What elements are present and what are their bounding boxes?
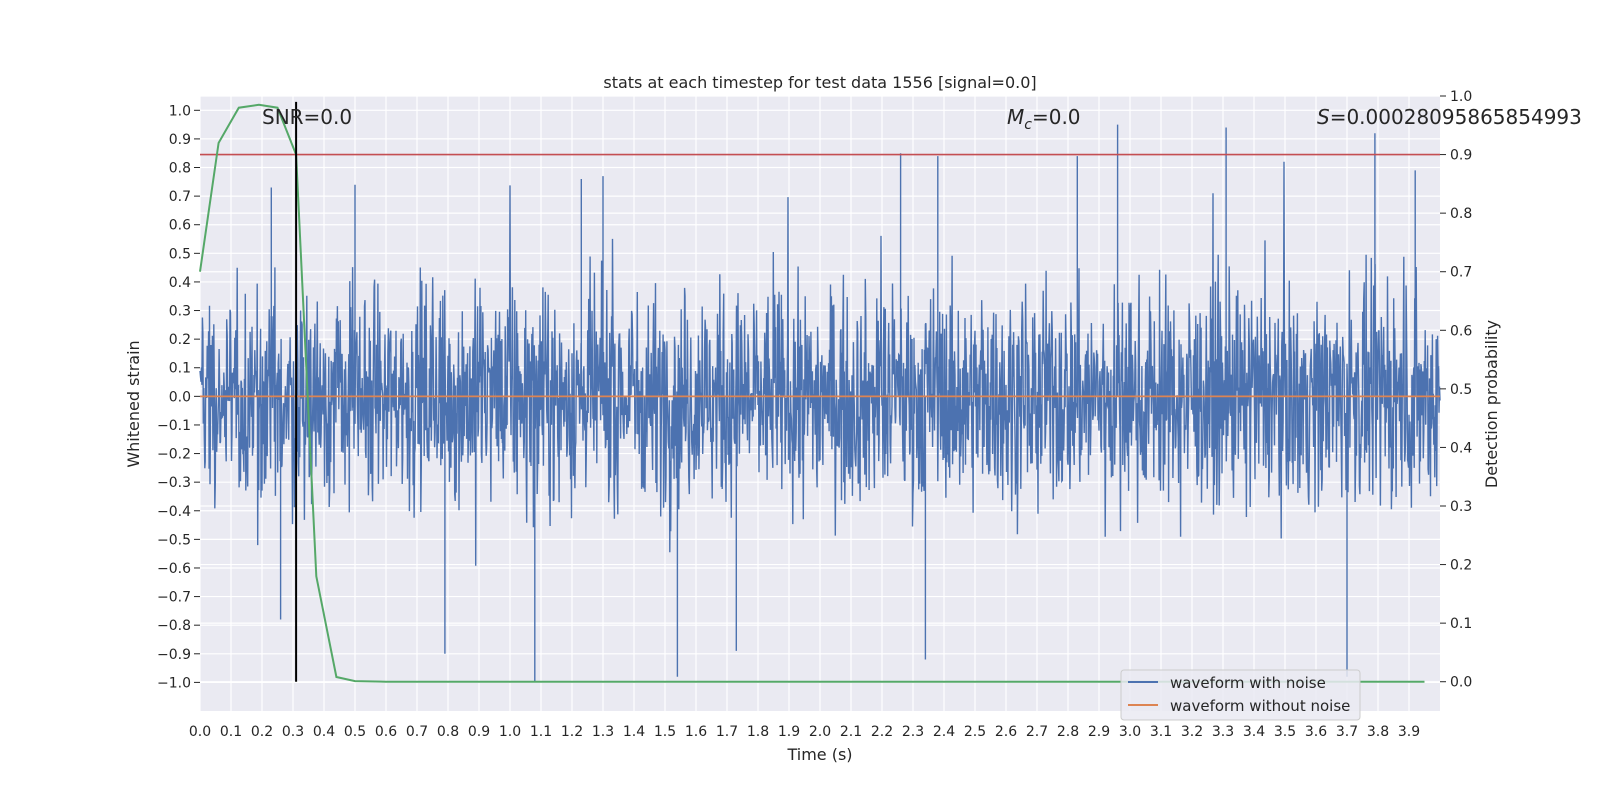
x-tick-label: 3.6 [1305, 724, 1327, 740]
x-tick-label: 0.9 [468, 724, 490, 740]
y-tick-label: 0.6 [169, 218, 191, 234]
y2-tick-label: 0.5 [1450, 382, 1472, 398]
y-tick-label: 0.5 [169, 246, 191, 262]
x-tick-label: 2.8 [1057, 724, 1079, 740]
x-tick-label: 2.6 [995, 724, 1017, 740]
x-tick-label: 1.5 [654, 724, 676, 740]
x-tick-label: 1.2 [561, 724, 583, 740]
legend-label-clean: waveform without noise [1170, 697, 1350, 715]
x-tick-label: 2.2 [871, 724, 893, 740]
s-symbol: S [1317, 105, 1330, 129]
y2-tick-label: 0.4 [1450, 440, 1472, 456]
x-tick-label: 0.2 [251, 724, 273, 740]
y-tick-label: −0.2 [157, 447, 191, 463]
y-tick-label: −0.5 [157, 532, 191, 548]
noise-waveform [199, 124, 1441, 683]
x-tick-label: 1.0 [499, 724, 521, 740]
y-tick-label: −0.3 [157, 475, 191, 491]
legend: waveform with noise waveform without noi… [1120, 669, 1361, 721]
x-tick-label: 0.4 [313, 724, 335, 740]
y-tick-label: −0.6 [157, 561, 191, 577]
y-tick-label: 0.4 [169, 275, 191, 291]
y2-tick-label: 1.0 [1450, 89, 1472, 105]
snr-annotation: SNR=0.0 [262, 105, 352, 129]
s-value: =0.00028095865854993 [1330, 105, 1582, 129]
y-tick-label: −1.0 [157, 675, 191, 691]
y2-tick-label: 0.7 [1450, 265, 1472, 281]
s-annotation: S=0.00028095865854993 [1317, 105, 1582, 129]
y2-tick-label: 0.3 [1450, 499, 1472, 515]
y-tick-label: −0.1 [157, 418, 191, 434]
x-tick-label: 1.3 [592, 724, 614, 740]
x-tick-label: 2.9 [1088, 724, 1110, 740]
x-tick-label: 1.9 [778, 724, 800, 740]
x-tick-label: 1.6 [685, 724, 707, 740]
y2-tick-label: 0.9 [1450, 148, 1472, 164]
y-tick-label: −0.4 [157, 504, 191, 520]
series-line-waveform-with-noise [199, 124, 1441, 683]
x-tick-label: 0.3 [282, 724, 304, 740]
y2-tick-label: 0.1 [1450, 616, 1472, 632]
x-axis-label: Time (s) [786, 745, 852, 764]
x-tick-label: 2.0 [809, 724, 831, 740]
y2-axis-label: Detection probability [1482, 320, 1501, 488]
y-tick-label: 1.0 [169, 103, 191, 119]
x-tick-label: 3.0 [1119, 724, 1141, 740]
ticks: 0.0 0.1 0.2 0.3 0.4 0.5 0.6 0.7 0.8 0.9 1.0 1.1 1.2 1… [157, 89, 1472, 740]
y-tick-label: 0.8 [169, 161, 191, 177]
legend-box [1120, 669, 1361, 721]
x-tick-label: 3.4 [1243, 724, 1265, 740]
x-tick-label: 3.7 [1336, 724, 1358, 740]
x-tick-label: 1.8 [747, 724, 769, 740]
series-line-detection-probability [199, 103, 1425, 683]
y-axis-label: Whitened strain [124, 340, 143, 467]
x-tick-label: 3.3 [1212, 724, 1234, 740]
x-tick-label: 0.7 [406, 724, 428, 740]
y-tick-label: 0.3 [169, 304, 191, 320]
x-tick-label: 1.1 [530, 724, 552, 740]
x-tick-label: 0.1 [220, 724, 242, 740]
y2-tick-label: 0.6 [1450, 323, 1472, 339]
x-tick-label: 0.0 [189, 724, 211, 740]
x-tick-label: 2.4 [933, 724, 955, 740]
y2-tick-label: 0.2 [1450, 558, 1472, 574]
mc-annotation: Mc=0.0 [1007, 105, 1081, 133]
x-tick-label: 0.8 [437, 724, 459, 740]
x-tick-label: 3.8 [1367, 724, 1389, 740]
y-tick-label: 0.1 [169, 361, 191, 377]
x-tick-label: 2.7 [1026, 724, 1048, 740]
x-tick-label: 0.6 [375, 724, 397, 740]
y-tick-label: 0.0 [169, 389, 191, 405]
x-tick-label: 3.1 [1150, 724, 1172, 740]
x-tick-label: 1.4 [623, 724, 645, 740]
x-tick-label: 0.5 [344, 724, 366, 740]
y2-tick-label: 0.0 [1450, 675, 1472, 691]
y-tick-label: −0.7 [157, 590, 191, 606]
x-tick-label: 3.2 [1181, 724, 1203, 740]
y-tick-label: −0.9 [157, 647, 191, 663]
y-tick-label: 0.2 [169, 332, 191, 348]
chart-title: stats at each timestep for test data 155… [603, 73, 1036, 92]
x-tick-label: 2.5 [964, 724, 986, 740]
x-tick-label: 2.1 [840, 724, 862, 740]
x-tick-label: 3.9 [1398, 724, 1420, 740]
legend-label-noise: waveform with noise [1170, 674, 1326, 692]
x-tick-label: 3.5 [1274, 724, 1296, 740]
x-tick-label: 1.7 [716, 724, 738, 740]
mc-value: =0.0 [1032, 105, 1081, 129]
y-tick-label: 0.9 [169, 132, 191, 148]
y-tick-label: 0.7 [169, 189, 191, 205]
x-tick-label: 2.3 [902, 724, 924, 740]
mc-subscript: c [1024, 117, 1032, 133]
y-tick-label: −0.8 [157, 618, 191, 634]
mc-symbol: M [1007, 105, 1024, 129]
y2-tick-label: 0.8 [1450, 206, 1472, 222]
